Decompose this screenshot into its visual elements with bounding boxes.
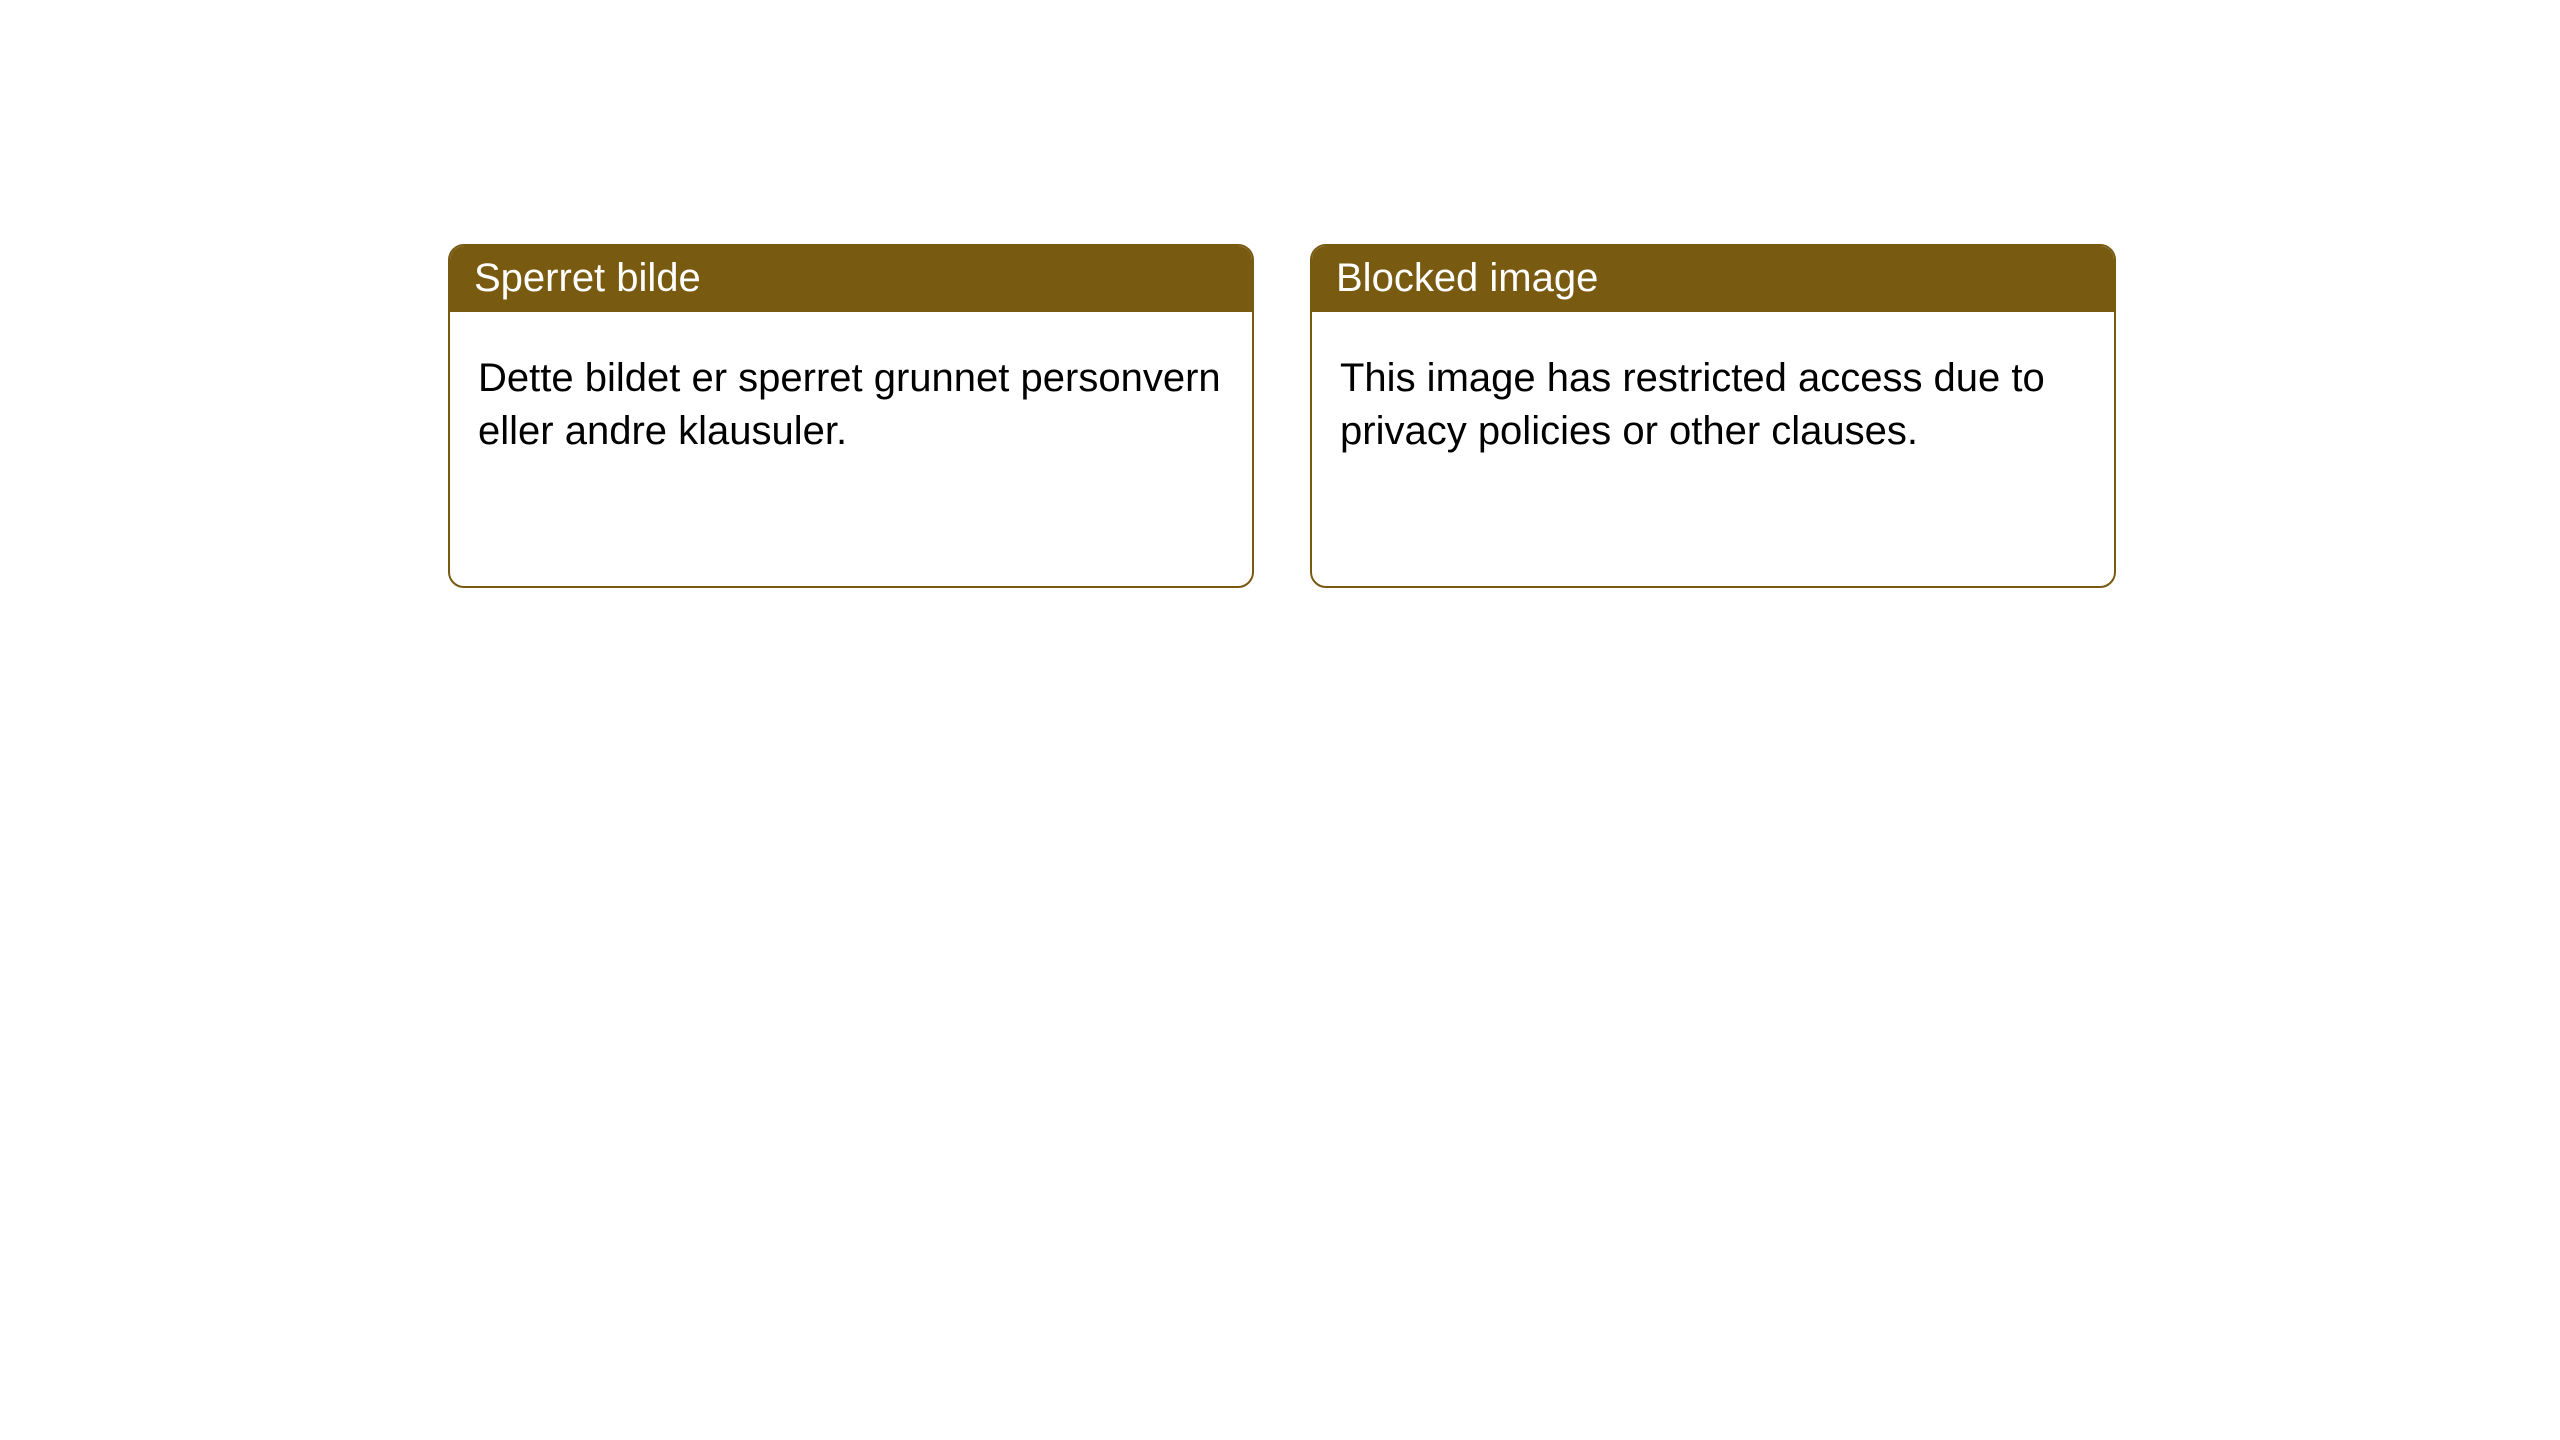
notice-container: Sperret bilde Dette bildet er sperret gr…	[0, 0, 2560, 588]
notice-card-en: Blocked image This image has restricted …	[1310, 244, 2116, 588]
notice-text-en: This image has restricted access due to …	[1340, 352, 2086, 458]
notice-card-no: Sperret bilde Dette bildet er sperret gr…	[448, 244, 1254, 588]
notice-title-en: Blocked image	[1312, 246, 2114, 312]
notice-body-no: Dette bildet er sperret grunnet personve…	[450, 312, 1252, 586]
notice-title-no: Sperret bilde	[450, 246, 1252, 312]
notice-text-no: Dette bildet er sperret grunnet personve…	[478, 352, 1224, 458]
notice-body-en: This image has restricted access due to …	[1312, 312, 2114, 586]
